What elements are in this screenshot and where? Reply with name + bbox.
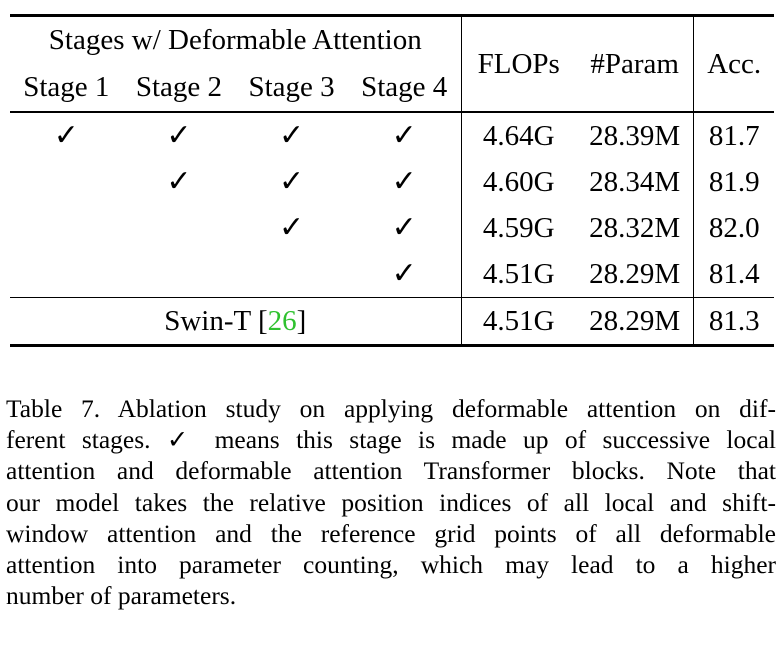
baseline-flops: 4.51G xyxy=(460,297,576,347)
check-mark-icon: ✓ xyxy=(166,165,192,198)
empty-stage-cell xyxy=(123,251,236,298)
param-header: #Param xyxy=(575,14,694,112)
table-caption: Table 7. Ablation study on applying defo… xyxy=(6,393,776,611)
baseline-name: Swin-T xyxy=(164,304,251,337)
empty-stage-cell xyxy=(10,205,123,251)
caption-line: window attention and the reference grid … xyxy=(6,518,776,548)
check-mark-icon: ✓ xyxy=(278,165,305,198)
baseline-citation-link[interactable]: 26 xyxy=(267,304,297,337)
stage-1-header: Stage 1 xyxy=(23,71,110,103)
caption-line: number of parameters. xyxy=(6,581,237,611)
ablation-table-container: Stages w/ Deformable Attention FLOPs #Pa… xyxy=(10,14,774,347)
row-flops: 4.59G xyxy=(460,205,576,251)
header-row-2: Stage 1 Stage 2 Stage 3 Stage 4 xyxy=(10,64,774,112)
flops-header: FLOPs xyxy=(460,14,576,112)
row-flops: 4.60G xyxy=(460,159,576,205)
check-mark-icon: ✓ xyxy=(391,165,417,198)
stage-3-header: Stage 3 xyxy=(248,71,335,103)
empty-stage-cell xyxy=(10,159,123,205)
check-mark-icon: ✓ xyxy=(10,111,123,159)
row-flops: 4.51G xyxy=(460,251,576,298)
caption-line: our model takes the relative position in… xyxy=(6,487,776,517)
stage-2-header: Stage 2 xyxy=(135,71,223,103)
table-row: ✓ ✓ 4.59G 28.32M 82.0 xyxy=(10,205,774,251)
acc-header: Acc. xyxy=(693,14,774,112)
baseline-param: 28.29M xyxy=(575,297,694,347)
baseline-cite-open: [ xyxy=(257,304,268,337)
empty-stage-cell xyxy=(10,251,123,298)
baseline-acc: 81.3 xyxy=(693,297,774,347)
caption-line: ferent stages. ✓ means this stage is mad… xyxy=(6,425,776,455)
empty-stage-cell xyxy=(235,251,348,298)
check-mark-icon: ✓ xyxy=(278,211,305,244)
empty-stage-cell xyxy=(123,205,236,251)
baseline-row: Swin-T [26] 4.51G 28.29M 81.3 xyxy=(10,297,774,347)
caption-line: Table 7. Ablation study on applying defo… xyxy=(6,394,776,423)
check-mark-icon: ✓ xyxy=(391,211,417,244)
row-flops: 4.64G xyxy=(460,111,576,159)
row-param: 28.29M xyxy=(589,257,681,290)
row-acc: 81.7 xyxy=(693,111,774,159)
row-acc: 81.4 xyxy=(693,251,774,298)
check-mark-icon: ✓ xyxy=(347,111,462,159)
row-acc: 82.0 xyxy=(693,205,774,251)
row-param: 28.34M xyxy=(589,165,681,198)
caption-line: attention into parameter counting, which… xyxy=(6,550,776,580)
table-row: ✓ ✓ ✓ 4.60G 28.34M 81.9 xyxy=(10,159,774,205)
group-header: Stages w/ Deformable Attention xyxy=(10,14,462,64)
caption-line: attention and deformable attention Trans… xyxy=(6,456,776,486)
check-mark-icon: ✓ xyxy=(235,111,348,159)
row-param: 28.32M xyxy=(589,211,681,244)
check-mark-icon: ✓ xyxy=(122,111,236,159)
header-row-1: Stages w/ Deformable Attention FLOPs #Pa… xyxy=(10,14,774,112)
row-acc: 81.9 xyxy=(693,159,774,205)
baseline-name-cell: Swin-T [26] xyxy=(10,297,462,347)
baseline-cite-close: ] xyxy=(296,304,307,337)
table-row: ✓ ✓ ✓ ✓ 4.64G 28.39M 81.7 xyxy=(10,111,774,159)
stage-4-header: Stage 4 xyxy=(361,71,448,103)
table-row: ✓ 4.51G 28.29M 81.4 xyxy=(10,251,774,298)
row-param: 28.39M xyxy=(575,111,694,159)
ablation-table: Stages w/ Deformable Attention FLOPs #Pa… xyxy=(10,14,774,347)
check-mark-icon: ✓ xyxy=(391,257,417,290)
